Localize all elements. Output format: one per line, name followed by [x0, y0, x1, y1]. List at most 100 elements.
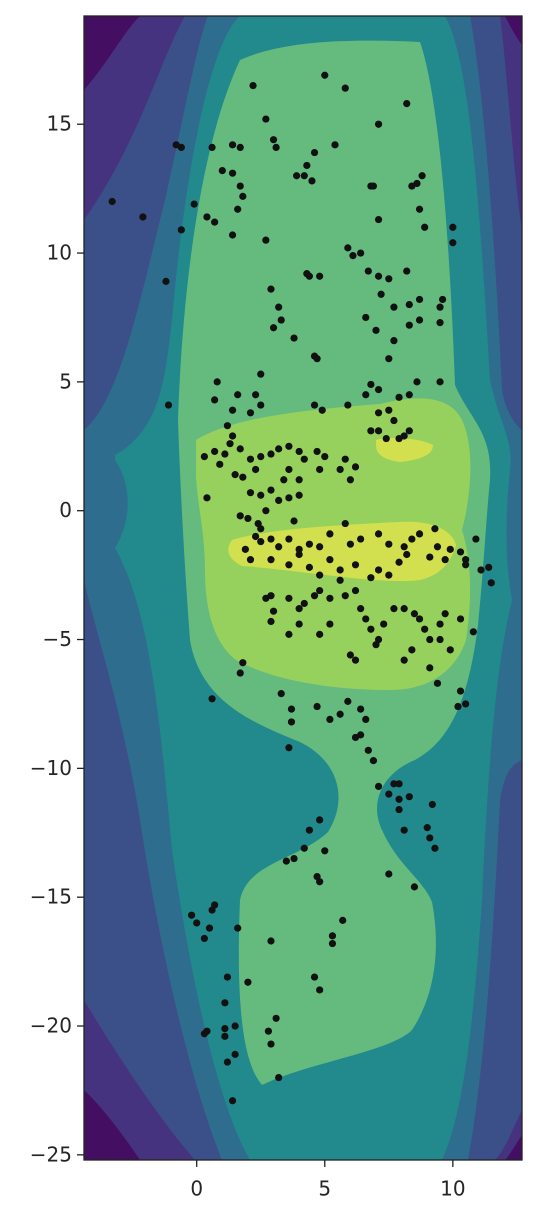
scatter-point [377, 290, 385, 298]
scatter-point [336, 566, 344, 574]
scatter-point [290, 517, 298, 525]
scatter-point [364, 746, 372, 754]
scatter-point [341, 592, 349, 600]
scatter-point [316, 571, 324, 579]
scatter-point [295, 476, 303, 484]
scatter-point [295, 550, 303, 559]
scatter-point [423, 824, 431, 832]
scatter-point [244, 514, 252, 523]
scatter-point [449, 223, 457, 231]
scatter-point [292, 172, 301, 180]
scatter-point [249, 81, 257, 90]
scatter-point [290, 334, 298, 342]
scatter-point [190, 200, 198, 208]
scatter-point [282, 857, 290, 865]
scatter-point [362, 715, 370, 724]
scatter-point [252, 532, 260, 541]
scatter-point [395, 780, 403, 788]
scatter-point [295, 620, 303, 628]
scatter-point [415, 205, 424, 213]
scatter-point [200, 452, 208, 461]
scatter-point [218, 166, 226, 175]
scatter-point [331, 141, 339, 149]
scatter-point [246, 489, 255, 497]
scatter-point [280, 476, 288, 484]
scatter-point [408, 535, 416, 543]
scatter-point [408, 646, 416, 654]
scatter-point [346, 476, 354, 484]
scatter-point [462, 556, 470, 564]
scatter-point [310, 148, 319, 157]
scatter-point [216, 460, 224, 468]
scatter-point [308, 177, 316, 185]
scatter-point [177, 226, 185, 234]
scatter-point [267, 617, 275, 626]
scatter-point [426, 553, 434, 561]
scatter-point [362, 313, 370, 322]
scatter-point [351, 561, 360, 569]
scatter-point [285, 465, 293, 474]
scatter-point [374, 427, 383, 435]
scatter-point [367, 380, 375, 389]
scatter-point [267, 450, 275, 458]
scatter-point [346, 651, 354, 659]
scatter-point [433, 679, 442, 687]
x-tick-label: 5 [318, 1177, 331, 1201]
y-tick-label: 5 [59, 369, 72, 393]
scatter-point [380, 620, 388, 628]
scatter-point [221, 999, 229, 1007]
scatter-point [267, 486, 275, 494]
scatter-point [262, 115, 270, 123]
scatter-point [441, 610, 449, 618]
scatter-point [316, 630, 324, 638]
scatter-point [316, 272, 324, 280]
scatter-point [300, 455, 308, 463]
scatter-point [462, 561, 470, 569]
scatter-point [385, 571, 393, 579]
scatter-point [211, 396, 219, 404]
scatter-point [421, 223, 429, 231]
y-tick-label: 10 [47, 241, 72, 265]
scatter-point [257, 491, 265, 499]
scatter-point [372, 641, 380, 649]
scatter-point [285, 535, 293, 543]
scatter-point [177, 143, 185, 152]
scatter-point [469, 628, 477, 636]
scatter-point [285, 594, 293, 602]
scatter-point [426, 635, 434, 644]
scatter-point [290, 854, 298, 863]
scatter-point [234, 205, 242, 213]
scatter-point [454, 702, 462, 711]
scatter-point [246, 409, 255, 417]
scatter-point [405, 321, 413, 329]
scatter-point [326, 715, 334, 724]
scatter-point [277, 316, 285, 324]
scatter-point [374, 530, 383, 538]
x-tick-label: 10 [440, 1177, 465, 1201]
scatter-point [426, 664, 434, 672]
scatter-point [436, 635, 444, 644]
scatter-point [433, 543, 442, 551]
scatter-point [405, 300, 413, 309]
scatter-point [223, 422, 232, 430]
scatter-point [236, 445, 244, 453]
scatter-point [231, 471, 239, 479]
scatter-point [267, 592, 275, 600]
scatter-point [395, 795, 403, 803]
scatter-point [367, 625, 375, 633]
scatter-point [382, 434, 390, 443]
scatter-point [403, 100, 411, 108]
scatter-point [436, 620, 444, 628]
scatter-point [267, 285, 275, 293]
scatter-point [262, 507, 270, 515]
scatter-point [477, 566, 485, 574]
scatter-point [367, 427, 375, 435]
scatter-point [395, 434, 403, 443]
scatter-point [272, 143, 280, 152]
scatter-point [236, 512, 244, 520]
scatter-point [410, 883, 419, 891]
scatter-point [285, 494, 293, 502]
scatter-point [405, 427, 413, 435]
scatter-point [462, 700, 470, 708]
